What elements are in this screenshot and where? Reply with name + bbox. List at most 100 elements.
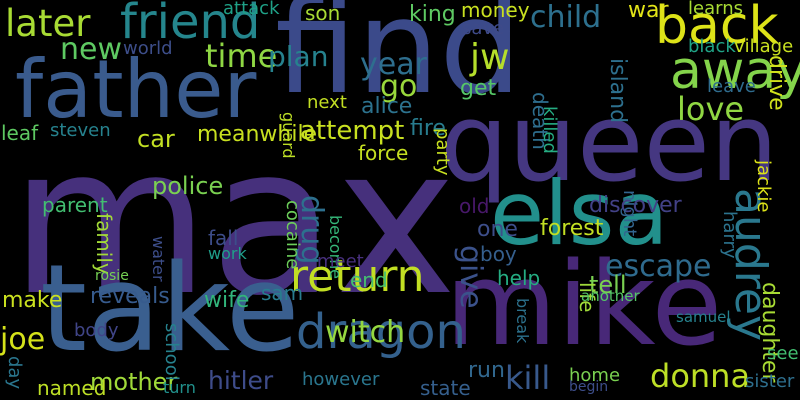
- word-jackie: jackie: [753, 160, 774, 213]
- word-fall: fall: [208, 226, 239, 250]
- word-son: son: [305, 1, 341, 25]
- word-parent: parent: [42, 193, 108, 217]
- word-run: run: [468, 358, 505, 383]
- word-village: village: [734, 36, 794, 57]
- word-car: car: [137, 125, 175, 153]
- word-family: family: [92, 213, 116, 275]
- word-love: love: [677, 90, 745, 128]
- word-take: take: [40, 240, 300, 379]
- word-boy: boy: [480, 242, 517, 266]
- word-death: death: [528, 92, 552, 150]
- word-samuel: samuel: [676, 308, 731, 326]
- word-mother: mother: [90, 368, 178, 396]
- word-leaf: leaf: [1, 121, 39, 145]
- word-work: work: [208, 244, 247, 263]
- word-meet: meet: [317, 251, 364, 272]
- word-donna: donna: [650, 357, 751, 395]
- word-home: home: [569, 365, 621, 386]
- word-however: however: [302, 369, 380, 390]
- word-body: body: [74, 320, 119, 341]
- word-help: help: [497, 266, 541, 290]
- word-begin: begin: [569, 379, 609, 395]
- word-away: away: [670, 41, 800, 101]
- word-return: return: [290, 251, 425, 302]
- word-sam: sam: [261, 281, 304, 305]
- word-attempt: attempt: [300, 116, 405, 146]
- word-state: state: [420, 376, 471, 400]
- word-see: see: [767, 343, 799, 364]
- word-attack: attack: [223, 0, 280, 19]
- word-mike: mike: [445, 238, 723, 372]
- word-save: save: [462, 18, 505, 39]
- word-kill: kill: [505, 359, 551, 397]
- word-next: next: [307, 92, 347, 113]
- word-cocaine: cocaine: [282, 200, 303, 270]
- word-friend: friend: [120, 0, 261, 50]
- word-steven: steven: [50, 120, 111, 141]
- word-break: break: [513, 298, 532, 344]
- word-drug: drug: [294, 195, 329, 265]
- word-go: go: [380, 69, 418, 104]
- word-night: night: [619, 190, 640, 237]
- word-alice: alice: [361, 94, 413, 119]
- word-another: another: [581, 287, 640, 305]
- word-rosie: rosie: [95, 268, 129, 284]
- word-party: party: [432, 128, 453, 176]
- word-forest: forest: [540, 216, 604, 241]
- word-harry: harry: [719, 211, 740, 259]
- word-year: year: [360, 47, 427, 82]
- word-witch: witch: [325, 315, 406, 350]
- word-audrey: audrey: [725, 188, 776, 342]
- word-make: make: [2, 288, 63, 313]
- word-get: get: [460, 76, 497, 101]
- word-become: become: [326, 215, 345, 280]
- word-discover: discover: [589, 193, 682, 218]
- word-named: named: [37, 376, 107, 400]
- word-island: island: [605, 58, 630, 124]
- word-escape: escape: [605, 249, 712, 284]
- word-sister: sister: [745, 371, 795, 392]
- word-child: child: [530, 0, 602, 35]
- word-learns: learns: [688, 0, 743, 19]
- word-dragon: dragon: [296, 304, 466, 360]
- word-money: money: [461, 0, 530, 22]
- word-force: force: [358, 141, 409, 165]
- word-world: world: [123, 38, 173, 59]
- word-plan: plan: [268, 40, 329, 73]
- word-father: father: [15, 43, 257, 136]
- word-later: later: [5, 2, 91, 45]
- word-hitler: hitler: [208, 366, 274, 395]
- word-parent: parent_: [0, 0, 4, 1]
- word-max: max: [10, 103, 457, 341]
- word-end: end: [350, 268, 388, 292]
- word-war: war: [628, 0, 669, 23]
- word-life: life: [575, 282, 599, 313]
- word-drive: drive: [764, 55, 789, 111]
- word-guard: guard: [279, 112, 298, 159]
- word-tell: tell: [589, 271, 627, 299]
- word-jw: jw: [470, 37, 510, 78]
- word-police: police: [152, 172, 224, 200]
- word-time: time: [205, 37, 278, 75]
- word-leave: leave: [707, 76, 756, 97]
- word-wife: wife: [204, 288, 250, 313]
- word-meanwhile: meanwhile: [197, 122, 318, 147]
- word-turn: turn: [163, 378, 196, 397]
- word-school: school: [161, 323, 182, 381]
- word-find: find: [275, 0, 522, 123]
- word-fire: fire: [410, 116, 446, 141]
- word-give: give: [453, 245, 488, 309]
- word-daughter: daughter: [757, 282, 782, 383]
- word-queen: queen: [440, 81, 779, 206]
- word-day: day: [4, 356, 25, 390]
- word-joe: joe: [0, 322, 46, 357]
- word-black: black: [688, 36, 736, 57]
- word-elsa: elsa: [490, 162, 669, 265]
- word-killed: killed: [539, 106, 560, 154]
- word-reveals: reveals: [90, 284, 170, 309]
- word-old: old: [459, 194, 490, 218]
- word-water: water: [149, 236, 168, 282]
- word-one: one: [477, 217, 518, 242]
- word-back: back: [655, 0, 779, 56]
